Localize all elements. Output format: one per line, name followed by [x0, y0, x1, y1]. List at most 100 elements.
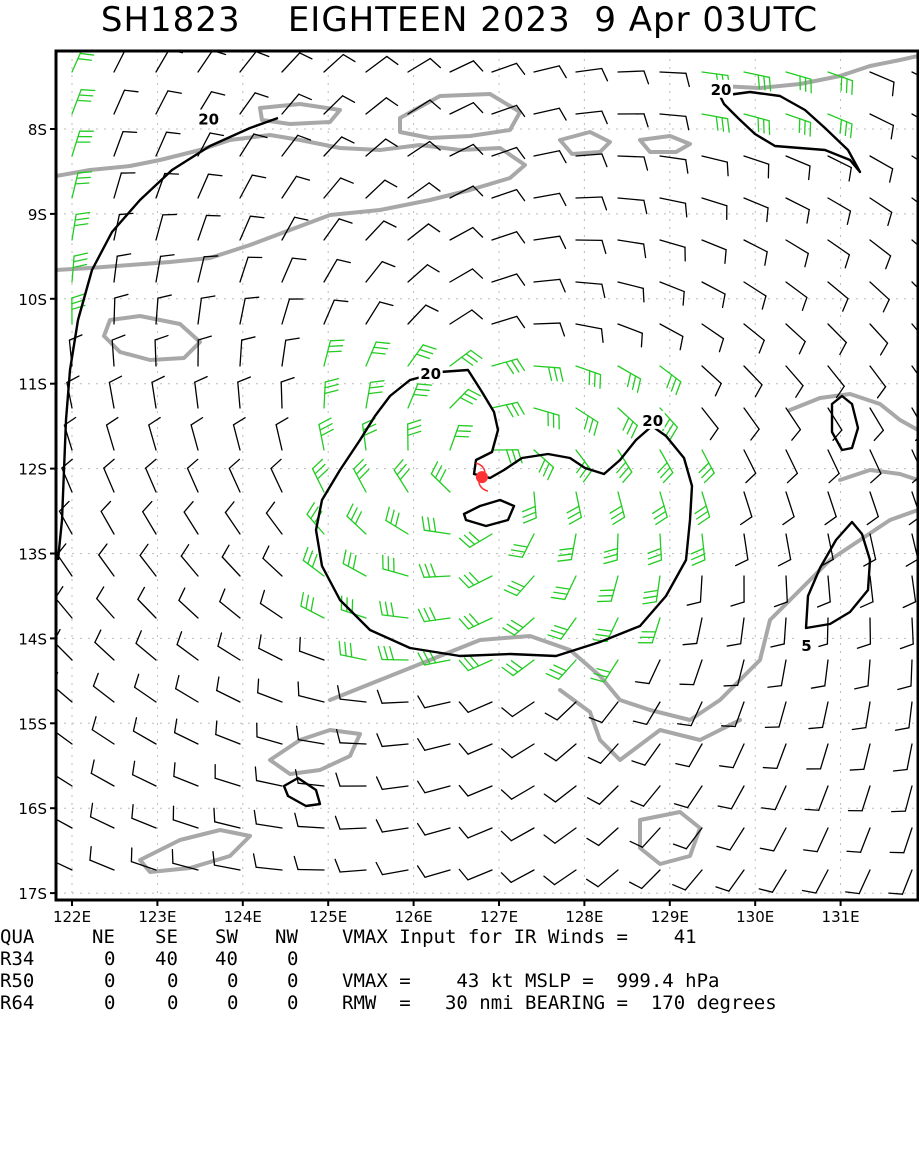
wind-barb — [534, 151, 566, 163]
barb-feather — [211, 92, 224, 95]
barb-feather — [517, 232, 525, 243]
wind-barb — [636, 660, 660, 684]
barb-feather — [464, 394, 476, 400]
barb-staff — [702, 450, 714, 473]
barb-feather — [430, 100, 440, 109]
barb-staff — [340, 828, 366, 829]
barb-feather — [380, 302, 393, 306]
barb-staff — [354, 469, 366, 492]
barb-staff — [263, 558, 282, 576]
barb-feather — [692, 554, 704, 559]
barb-staff — [731, 786, 744, 809]
barb-staff — [240, 299, 245, 324]
barb-feather — [104, 459, 114, 468]
barb-feather — [807, 210, 809, 223]
barb-staff — [425, 744, 450, 750]
barb-staff — [340, 743, 366, 744]
barb-feather — [546, 674, 558, 680]
barb-staff — [281, 382, 282, 408]
barb-feather — [683, 292, 684, 306]
wind-barb — [240, 93, 268, 114]
contour-label: 20 — [420, 365, 441, 383]
barb-staff — [660, 72, 686, 73]
barb-staff — [179, 600, 198, 618]
barb-staff — [816, 870, 828, 893]
barb-staff — [827, 618, 828, 644]
wind-barb — [376, 863, 408, 875]
barb-feather — [560, 323, 564, 336]
value-se: 0 — [167, 970, 178, 992]
barb-feather — [295, 217, 308, 220]
wind-barb — [408, 265, 439, 282]
barb-feather — [385, 602, 387, 615]
wind-barb — [870, 198, 892, 225]
contour-20-northeast — [720, 92, 860, 172]
wind-barb — [95, 630, 114, 660]
barb-feather — [686, 73, 689, 86]
barb-feather — [101, 501, 110, 511]
barb-feather — [825, 517, 836, 525]
barb-feather — [339, 219, 352, 223]
barb-feather — [724, 685, 738, 686]
barb-feather — [184, 502, 193, 512]
wind-barb — [618, 156, 647, 170]
wind-barb — [195, 377, 207, 408]
barb-feather — [472, 310, 482, 319]
wind-barb — [653, 492, 668, 524]
barb-staff — [911, 660, 912, 686]
barb-feather — [374, 347, 388, 348]
barb-feather — [710, 428, 718, 439]
barb-feather — [727, 644, 740, 646]
wind-barb — [460, 532, 492, 547]
wind-barb — [408, 305, 438, 324]
barb-feather — [470, 656, 479, 666]
barb-feather — [424, 609, 430, 621]
barb-feather — [852, 728, 865, 730]
barb-staff — [282, 53, 300, 72]
wind-barb — [702, 282, 725, 307]
wind-barb — [92, 717, 114, 744]
barb-feather — [427, 265, 439, 272]
wind-barb — [156, 214, 176, 240]
wind-barb — [544, 786, 576, 802]
barb-feather — [348, 553, 351, 566]
barb-staff — [468, 870, 492, 880]
barb-staff — [618, 198, 644, 200]
barb-feather — [692, 560, 704, 565]
wind-barb — [501, 870, 534, 882]
wind-barb — [771, 618, 786, 647]
barb-feather — [787, 473, 797, 482]
barb-feather — [653, 506, 664, 513]
wind-barb — [828, 282, 848, 311]
wind-barb — [156, 50, 182, 72]
wind-barb — [618, 324, 642, 347]
barb-feather — [722, 726, 736, 727]
wind-barb — [450, 228, 483, 240]
wind-barb — [587, 870, 618, 887]
lon-label: 128E — [565, 908, 603, 926]
wind-barb — [744, 156, 769, 178]
island-outline-northeast — [560, 132, 610, 154]
barb-staff — [870, 114, 893, 125]
barb-feather — [504, 590, 516, 596]
barb-feather — [517, 63, 525, 74]
wind-barb — [492, 359, 524, 374]
barb-feather — [548, 467, 554, 479]
wind-barb — [174, 763, 198, 786]
wind-barb — [266, 502, 282, 534]
wind-barb — [324, 340, 344, 366]
wind-barb — [870, 156, 893, 182]
row-label: R34 — [0, 948, 34, 970]
barb-feather — [49, 845, 51, 858]
wind-barb — [502, 786, 534, 799]
wind-barb — [492, 232, 525, 243]
barb-feather — [762, 808, 775, 810]
barb-feather — [435, 466, 441, 478]
barb-staff — [468, 702, 492, 712]
barb-staff — [744, 114, 769, 121]
barb-feather — [762, 296, 766, 309]
barb-feather — [638, 379, 641, 392]
barb-staff — [257, 737, 282, 744]
